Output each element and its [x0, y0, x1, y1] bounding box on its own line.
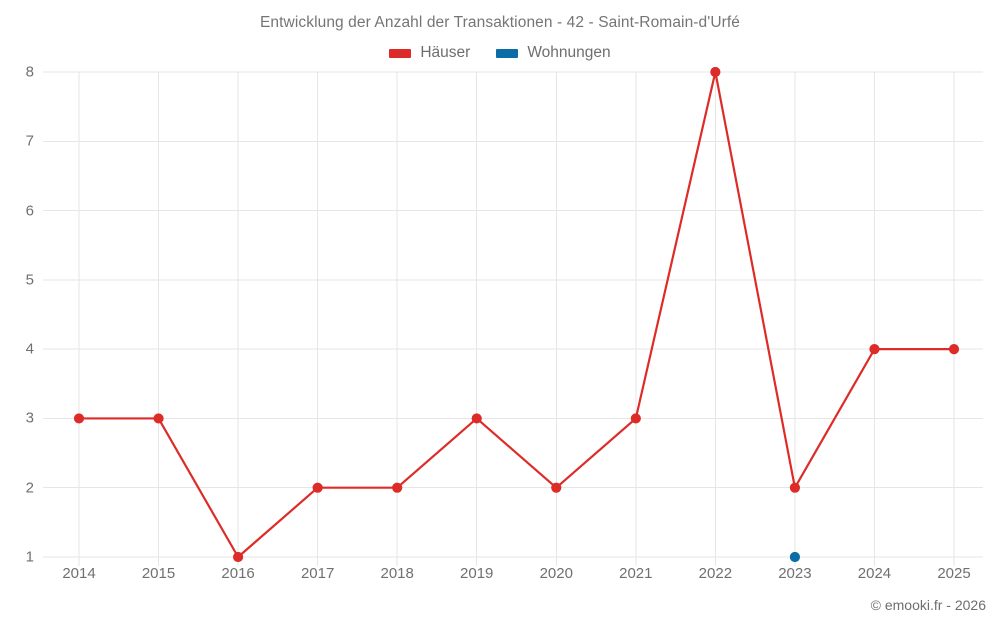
legend-item-hauser[interactable]: Häuser: [389, 44, 470, 62]
legend-item-label: Wohnungen: [527, 44, 611, 61]
x-axis-tick-label: 2018: [380, 565, 414, 582]
x-axis-tick-label: 2021: [619, 565, 653, 582]
y-axis-tick-label: 8: [25, 63, 34, 81]
footer-credit: © emooki.fr - 2026: [870, 597, 986, 613]
data-point-marker[interactable]: [869, 344, 880, 355]
x-axis-tick-label: 2015: [141, 565, 176, 582]
x-axis-tick-label: 2023: [778, 565, 812, 582]
x-axis-tick-label: 2024: [857, 565, 892, 582]
x-axis-tick-label: 2017: [300, 565, 335, 582]
y-axis-tick-label: 3: [25, 409, 34, 427]
data-point-marker[interactable]: [153, 413, 164, 424]
x-axis-tick-label: 2014: [62, 565, 96, 582]
data-point-marker[interactable]: [232, 551, 244, 563]
chart-title: Entwicklung der Anzahl der Transaktionen…: [259, 14, 741, 31]
x-axis-tick-label: 2020: [539, 565, 573, 582]
data-point-marker[interactable]: [312, 482, 323, 493]
y-axis-tick-label: 6: [25, 202, 34, 220]
chart-legend: Häuser Wohnungen: [0, 44, 1000, 62]
y-axis-tick-label: 7: [25, 132, 34, 150]
series-line: [77, 70, 956, 559]
x-axis-tick-label: 2016: [221, 565, 255, 582]
legend-swatch-icon: [389, 48, 412, 58]
data-point-marker[interactable]: [710, 66, 721, 78]
y-axis-tick-label: 5: [25, 271, 34, 289]
data-point-marker[interactable]: [73, 413, 85, 424]
legend-item-label: Häuser: [420, 44, 471, 61]
x-axis-tick-label: 2022: [698, 565, 733, 582]
x-axis-tick-label: 2019: [460, 565, 494, 582]
data-point-marker[interactable]: [551, 482, 562, 493]
data-point-marker[interactable]: [948, 344, 960, 355]
plot-canvas: [43, 66, 983, 566]
y-axis-tick-label: 4: [25, 340, 34, 358]
x-axis: 2014 2015 2016 2017 2018 2019 2020 2021 2022 2023…: [43, 566, 983, 590]
legend-swatch-icon: [496, 48, 519, 58]
data-point-marker[interactable]: [471, 413, 482, 424]
data-point-marker[interactable]: [789, 482, 801, 493]
x-axis-tick-label: 2025: [937, 565, 971, 582]
data-point-marker[interactable]: [392, 482, 403, 493]
data-point-marker[interactable]: [789, 551, 801, 563]
y-axis: 1 2 3 4 5 6 7 8: [0, 65, 34, 565]
data-point-marker[interactable]: [630, 413, 641, 424]
plot-area: [43, 66, 983, 566]
y-axis-tick-label: 1: [25, 548, 34, 566]
y-axis-tick-label: 2: [25, 479, 34, 497]
legend-item-wohnungen[interactable]: Wohnungen: [496, 44, 611, 62]
